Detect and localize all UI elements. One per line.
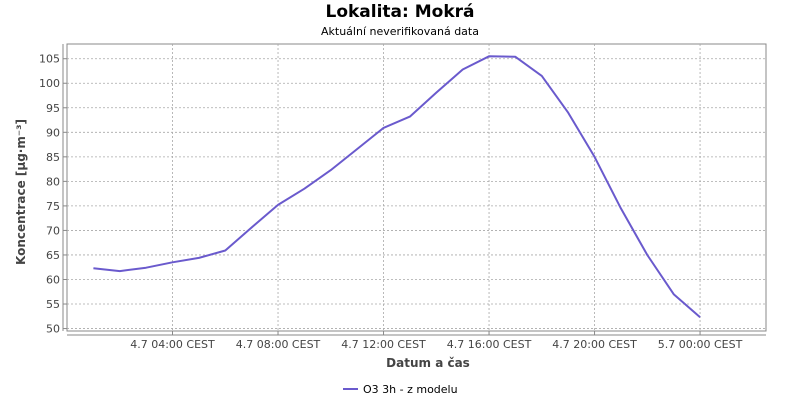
plot-area bbox=[66, 43, 767, 332]
y-tick-label: 50 bbox=[46, 323, 60, 336]
y-tick-label: 70 bbox=[46, 224, 60, 237]
y-tick-label: 105 bbox=[39, 53, 60, 66]
series-layer bbox=[93, 55, 701, 319]
chart-subtitle: Aktuální neverifikovaná data bbox=[321, 25, 479, 38]
series-line bbox=[93, 55, 701, 319]
x-axis-label: Datum a čas bbox=[386, 356, 470, 370]
y-tick-label: 80 bbox=[46, 175, 60, 188]
y-tick-label: 55 bbox=[46, 298, 60, 311]
chart-title: Lokalita: Mokrá bbox=[325, 2, 474, 22]
legend: O3 3h - z modelu bbox=[343, 383, 458, 396]
x-tick-label: 4.7 12:00 CEST bbox=[341, 338, 426, 351]
y-tick-label: 75 bbox=[46, 200, 60, 213]
x-tick-label: 4.7 04:00 CEST bbox=[130, 338, 215, 351]
grid-lines bbox=[67, 44, 766, 331]
x-tick-label: 4.7 20:00 CEST bbox=[552, 338, 637, 351]
y-tick-label: 95 bbox=[46, 102, 60, 115]
x-tick-label: 5.7 00:00 CEST bbox=[658, 338, 743, 351]
y-tick-label: 90 bbox=[46, 126, 60, 139]
y-tick-label: 65 bbox=[46, 249, 60, 262]
x-ticks: 4.7 04:00 CEST 4.7 08:00 CEST 4.7 12:00 CE… bbox=[130, 331, 743, 351]
y-ticks: 50 55 60 65 70 75 80 85 90 95 100 105 bbox=[39, 53, 67, 336]
y-tick-label: 85 bbox=[46, 151, 60, 164]
axes bbox=[62, 44, 766, 336]
x-tick-label: 4.7 08:00 CEST bbox=[236, 338, 321, 351]
x-tick-label: 4.7 16:00 CEST bbox=[447, 338, 532, 351]
legend-label: O3 3h - z modelu bbox=[363, 383, 458, 396]
y-axis-label: Koncentrace [µg·m⁻³] bbox=[14, 119, 28, 265]
y-tick-label: 60 bbox=[46, 273, 60, 286]
y-tick-label: 100 bbox=[39, 77, 60, 90]
